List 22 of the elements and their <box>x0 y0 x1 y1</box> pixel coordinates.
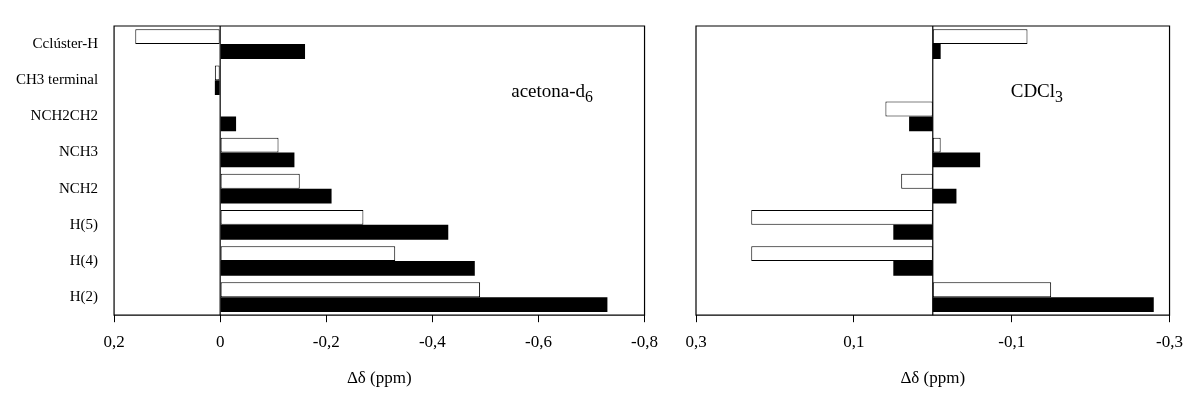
x-tick-label: 0,2 <box>103 331 125 351</box>
annotation: CDCl$_{3}$ <box>1010 80 1063 106</box>
x-tick-label: 0 <box>215 331 225 351</box>
x-tick-label: -0,8 <box>631 331 659 351</box>
x-tick-label: -0,1 <box>998 331 1026 351</box>
x-tick-label: 0,1 <box>843 331 865 351</box>
y-tick-label: H(4) <box>69 251 99 269</box>
annotation: acetona-d$_{6}$ <box>511 80 593 106</box>
x-tick-label: 0,3 <box>685 331 707 351</box>
x-tick-label: -0,2 <box>312 331 340 351</box>
y-tick-label: H(5) <box>69 215 99 233</box>
x-axis-title: Δδ (ppm) <box>346 368 412 388</box>
y-tick-label: CH3 terminal <box>15 71 99 88</box>
x-axis-title: Δδ (ppm) <box>900 368 966 388</box>
y-tick-label: Cclúster-H <box>32 35 99 52</box>
y-tick-label: NCH2 <box>58 179 99 196</box>
x-tick-label: -0,4 <box>418 331 447 351</box>
x-tick-label: -0,3 <box>1156 331 1184 351</box>
y-tick-label: NCH2CH2 <box>30 107 99 124</box>
y-tick-label: H(2) <box>69 288 99 306</box>
y-tick-label: NCH3 <box>58 143 99 160</box>
x-tick-label: -0,6 <box>524 331 552 351</box>
